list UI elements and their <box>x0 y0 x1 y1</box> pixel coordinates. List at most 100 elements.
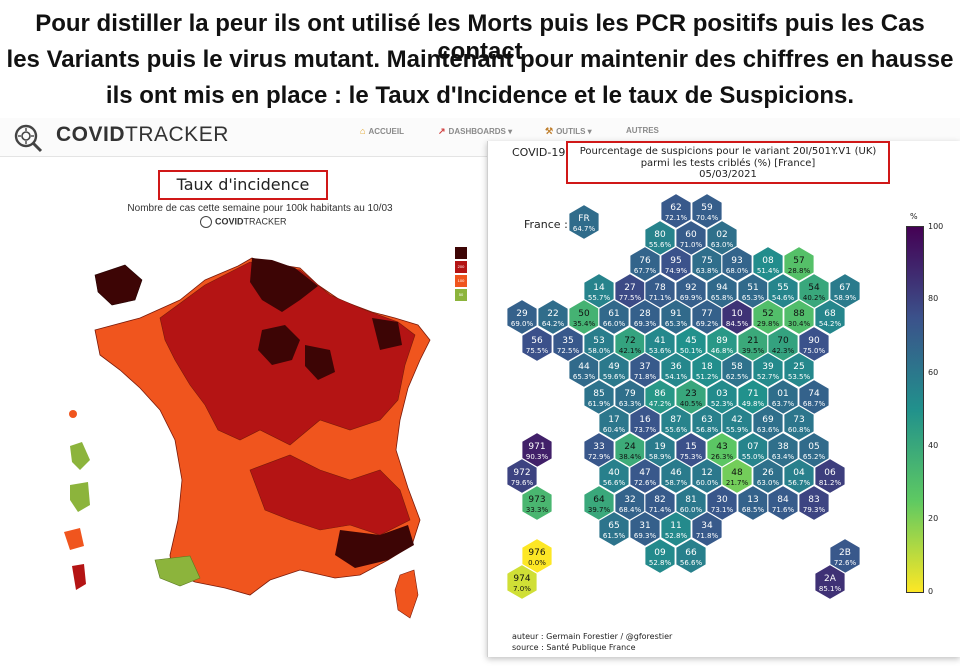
hex-cell-value: 55.7% <box>588 294 611 302</box>
hex-cell-value: 51.4% <box>757 267 780 275</box>
nav-accueil-label: ACCUEIL <box>368 127 404 136</box>
hex-cell-code: 03 <box>716 389 727 399</box>
hex-cell-value: 61.9% <box>588 400 611 408</box>
hex-cell-value: 52.3% <box>711 400 734 408</box>
hex-cell-code: 2B <box>839 548 851 558</box>
hex-cell-code: 88 <box>793 309 805 319</box>
headline-line-3: ils ont mis en place : le Taux d'Inciden… <box>105 82 855 109</box>
hex-cell-code: 86 <box>654 389 666 399</box>
title-line-1: Pourcentage de suspicions pour le varian… <box>579 146 877 157</box>
hex-cell-value: 60.8% <box>788 426 811 434</box>
hex-cell-code: 10 <box>731 309 743 319</box>
hex-cell-value: 69.2% <box>696 320 719 328</box>
hex-cell-code: 44 <box>578 362 590 372</box>
hex-cell-value: 42.1% <box>619 347 642 355</box>
hex-cell-code: 60 <box>685 230 697 240</box>
nav-dashboards[interactable]: ↗ DASHBOARDS ▾ <box>438 126 512 137</box>
hex-cell-value: 0.0% <box>528 559 546 567</box>
hex-cell-code: 79 <box>624 389 636 399</box>
hex-cell-value: 75.5% <box>526 347 549 355</box>
hex-cell-value: 39.7% <box>588 506 611 514</box>
hex-cell-code: 07 <box>747 442 758 452</box>
hex-cell-code: 41 <box>654 336 665 346</box>
hex-cell-code: 42 <box>731 415 742 425</box>
hex-cell-code: 93 <box>731 256 742 266</box>
hex-cell-value: 7.0% <box>513 585 531 593</box>
hex-cell-value: 55.0% <box>742 453 765 461</box>
corsica-shape <box>394 569 419 619</box>
brand-logo[interactable]: COVIDTRACKER <box>56 123 229 147</box>
hex-cell-code: 63 <box>701 415 712 425</box>
hex-cell-value: 71.8% <box>634 373 657 381</box>
hex-cell-code: 19 <box>654 442 666 452</box>
hex-cell-code: 17 <box>608 415 619 425</box>
hex-cell-value: 58.0% <box>588 347 611 355</box>
colorbar <box>906 226 924 593</box>
hex-cell-shape <box>675 537 707 575</box>
hex-cell-value: 52.8% <box>649 559 672 567</box>
hex-cell-shape <box>814 298 846 336</box>
hex-cell-code: 32 <box>624 495 635 505</box>
colorbar-tick-80: 80 <box>928 294 939 303</box>
hex-cell-value: 79.6% <box>511 479 534 487</box>
hex-cell-shape <box>568 203 600 241</box>
hex-cell-code: 18 <box>701 362 713 372</box>
hex-cell-value: 26.3% <box>711 453 734 461</box>
nav-accueil[interactable]: ⌂ ACCUEIL <box>360 126 404 136</box>
hex-cell-value: 90.3% <box>526 453 549 461</box>
very-high-paris <box>258 325 300 365</box>
hex-cell-code: 36 <box>670 362 682 372</box>
hex-cell-value: 71.4% <box>649 506 672 514</box>
hex-cell-shape <box>521 484 553 522</box>
hex-cell-value: 65.3% <box>573 373 596 381</box>
hex-cell-value: 30.4% <box>788 320 811 328</box>
chart-credit-source: source : Santé Publique France <box>512 643 636 652</box>
hex-cell-value: 61.5% <box>603 532 626 540</box>
hex-cell-code: 04 <box>793 468 805 478</box>
hex-cell-code: 24 <box>624 442 636 452</box>
chart-icon: ↗ <box>438 126 446 136</box>
hex-cell-code: 23 <box>685 389 696 399</box>
headline-line-2: les Variants puis le virus mutant. Maint… <box>6 46 954 73</box>
headline: Pour distiller la peur ils ont utilisé l… <box>0 0 960 118</box>
nav-autres[interactable]: AUTRES <box>626 126 659 135</box>
hex-cell-value: 63.7% <box>772 400 795 408</box>
hex-cell-value: 69.3% <box>634 320 657 328</box>
colorbar-unit: % <box>910 212 918 221</box>
hex-cell-value: 49.8% <box>742 400 765 408</box>
hex-cell-value: 59.6% <box>603 373 626 381</box>
hex-cell-value: 39.5% <box>742 347 765 355</box>
hex-cell-value: 77.5% <box>619 294 642 302</box>
hex-cell-value: 73.7% <box>634 426 657 434</box>
brand-bold: COVID <box>56 123 126 146</box>
brand-rest: TRACKER <box>125 123 229 146</box>
hex-cell-value: 72.9% <box>588 453 611 461</box>
hex-cell-value: 63.0% <box>757 479 780 487</box>
nav-outils[interactable]: ⚒ OUTILS ▾ <box>545 126 592 137</box>
hex-cell-code: 21 <box>747 336 758 346</box>
low-incidence-southwest <box>154 555 201 587</box>
hex-cell-value: 56.6% <box>603 479 626 487</box>
hex-cell-code: 64 <box>593 495 605 505</box>
virus-magnifier-logo-icon[interactable] <box>12 122 44 154</box>
incidence-map-logo: COVIDTRACKER <box>200 216 287 228</box>
hex-cell-value: 73.1% <box>711 506 734 514</box>
hex-cell-value: 65.2% <box>803 453 826 461</box>
hex-cell-value: 65.3% <box>665 320 688 328</box>
hex-cell-code: 90 <box>808 336 820 346</box>
hex-cell-value: 55.6% <box>665 426 688 434</box>
hex-cell-value: 72.5% <box>557 347 580 355</box>
hex-cell-shape <box>691 510 723 548</box>
hex-cell-value: 40.2% <box>803 294 826 302</box>
hex-cell-code: 29 <box>516 309 528 319</box>
brittany-dark-zone <box>94 264 143 306</box>
hex-cell-shape <box>798 484 830 522</box>
tools-icon: ⚒ <box>545 126 554 136</box>
hex-cell-code: 53 <box>593 336 604 346</box>
legend-swatch-100: 100 <box>455 275 467 287</box>
